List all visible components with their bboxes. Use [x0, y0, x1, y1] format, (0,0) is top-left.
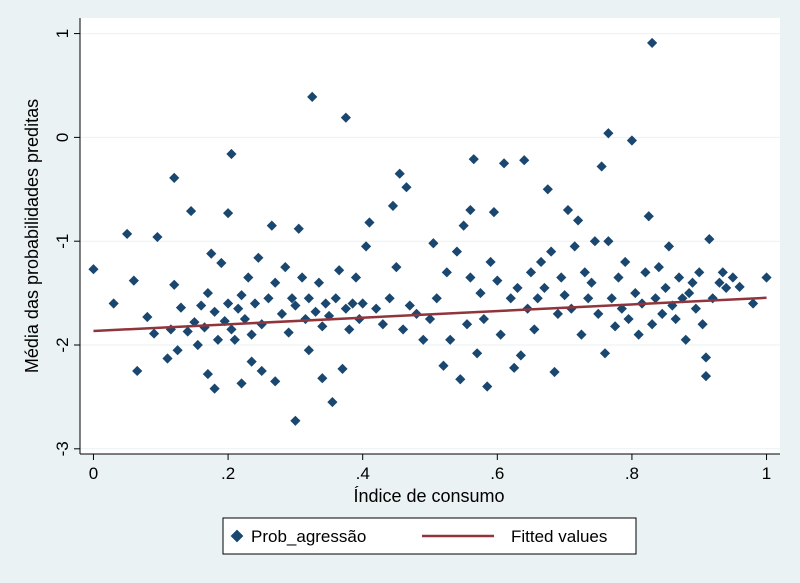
axes [79, 18, 780, 455]
legend-label-fitted: Fitted values [511, 527, 607, 546]
y-tick-label: -2 [53, 337, 72, 352]
scatter-point [222, 208, 234, 219]
x-axis-title: Índice de consumo [353, 486, 504, 506]
scatter-point [122, 228, 133, 240]
x-tick-label: .4 [356, 464, 370, 483]
tick-marks [74, 33, 768, 460]
x-tick-label: .2 [221, 464, 235, 483]
x-tick-label: 0 [89, 464, 98, 483]
scatter-point [152, 231, 163, 243]
y-tick-label: -3 [53, 441, 72, 456]
legend-label-scatter: Prob_agressão [251, 527, 366, 546]
x-tick-label: 1 [762, 464, 771, 483]
scatter-point [226, 148, 237, 160]
y-tick-label: 1 [53, 29, 72, 38]
scatter-point [185, 205, 197, 217]
plot-area [80, 18, 780, 454]
x-tick-label: .6 [490, 464, 504, 483]
y-tick-label: -1 [53, 234, 72, 249]
y-tick-label: 0 [53, 133, 72, 142]
fitted-line-group [93, 296, 767, 333]
fitted-line [93, 296, 767, 333]
legend: Prob_agressão Fitted values [222, 517, 637, 555]
scatter-point [169, 172, 180, 183]
x-tick-label: .8 [625, 464, 639, 483]
y-axis-title: Média das probabilidades preditas [22, 99, 42, 373]
